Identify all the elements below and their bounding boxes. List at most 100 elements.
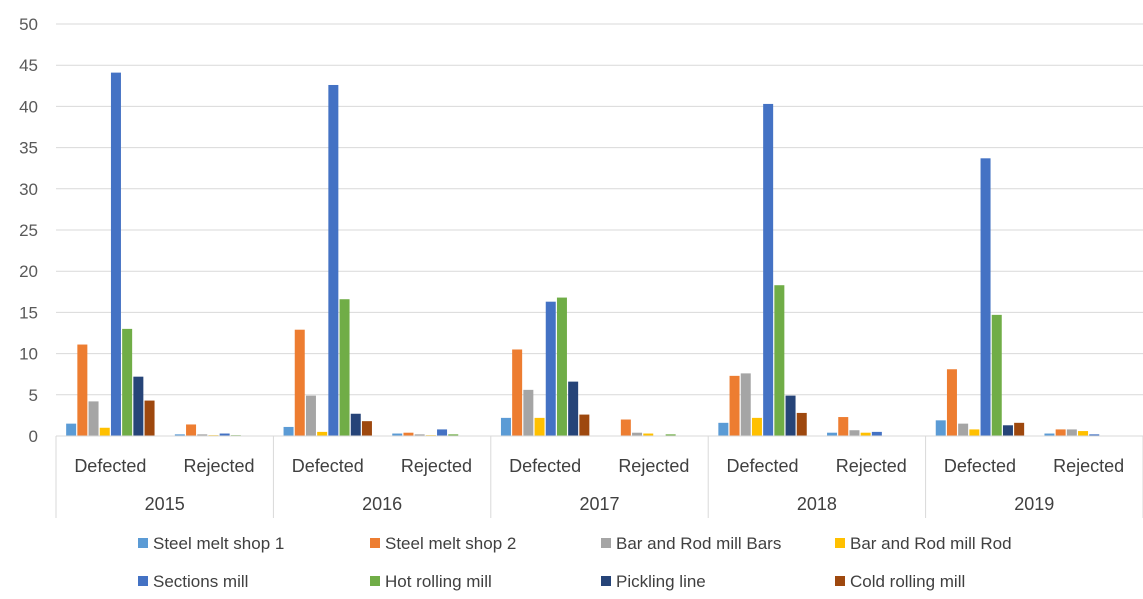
legend-label: Bar and Rod mill Rod xyxy=(850,534,1012,553)
bar xyxy=(860,432,871,436)
y-tick-label: 40 xyxy=(19,97,38,116)
bar xyxy=(1078,431,1089,436)
bar xyxy=(838,417,849,436)
bar xyxy=(545,301,556,436)
bar xyxy=(796,412,807,436)
bar xyxy=(328,84,339,436)
x-category-label: Defected xyxy=(509,456,581,476)
bar xyxy=(763,103,774,437)
legend: Steel melt shop 1 Steel melt shop 2 Bar an… xyxy=(138,534,1012,591)
x-group-label: 2017 xyxy=(579,494,619,514)
legend-item: Steel melt shop 2 xyxy=(370,534,516,553)
legend-swatch xyxy=(601,538,611,548)
bar xyxy=(1002,425,1013,436)
legend-label: Cold rolling mill xyxy=(850,572,965,591)
bar xyxy=(403,432,414,436)
x-category-label: Defected xyxy=(727,456,799,476)
legend-item: Steel melt shop 1 xyxy=(138,534,284,553)
bar xyxy=(1044,433,1055,436)
legend-item: Pickling line xyxy=(601,572,706,591)
bars xyxy=(66,72,1100,437)
bar xyxy=(99,427,110,436)
bar xyxy=(849,430,860,436)
bar xyxy=(283,426,294,436)
bar xyxy=(122,328,133,436)
bar xyxy=(1014,422,1025,436)
bar xyxy=(174,434,185,436)
bar xyxy=(294,329,305,436)
bar xyxy=(718,422,729,436)
legend-swatch xyxy=(601,576,611,586)
bar xyxy=(1055,429,1066,436)
bar xyxy=(729,375,740,436)
legend-label: Steel melt shop 1 xyxy=(153,534,284,553)
legend-swatch xyxy=(138,576,148,586)
bar xyxy=(643,433,654,436)
legend-swatch xyxy=(370,576,380,586)
bar xyxy=(935,420,946,436)
bar xyxy=(785,395,796,436)
bar xyxy=(523,389,534,436)
bar xyxy=(1089,434,1100,436)
bar xyxy=(665,434,676,436)
bar xyxy=(197,434,208,436)
y-tick-label: 35 xyxy=(19,139,38,158)
bar xyxy=(1066,429,1077,436)
x-category-label: Rejected xyxy=(1053,456,1124,476)
x-category-label: Rejected xyxy=(618,456,689,476)
legend-item: Bar and Rod mill Rod xyxy=(835,534,1012,553)
legend-label: Sections mill xyxy=(153,572,248,591)
legend-label: Steel melt shop 2 xyxy=(385,534,516,553)
x-category-label: Defected xyxy=(944,456,1016,476)
bar xyxy=(579,414,590,436)
legend-item: Cold rolling mill xyxy=(835,572,965,591)
legend-item: Hot rolling mill xyxy=(370,572,492,591)
y-axis-ticks: 0 5 10 15 20 25 30 35 40 45 50 xyxy=(19,15,38,446)
bar xyxy=(144,400,155,436)
bar xyxy=(305,395,316,436)
gridlines xyxy=(56,23,1143,437)
y-tick-label: 15 xyxy=(19,303,38,322)
legend-label: Pickling line xyxy=(616,572,706,591)
y-tick-label: 10 xyxy=(19,345,38,364)
bar xyxy=(632,432,643,436)
bar xyxy=(568,381,579,436)
bar xyxy=(556,297,567,436)
bar xyxy=(361,421,372,436)
legend-label: Hot rolling mill xyxy=(385,572,492,591)
bar xyxy=(414,434,425,436)
x-category-label: Defected xyxy=(292,456,364,476)
bar xyxy=(871,431,882,436)
bar xyxy=(317,431,328,436)
bar xyxy=(437,429,448,436)
bar xyxy=(350,413,361,436)
bar xyxy=(751,417,762,436)
legend-item: Bar and Rod mill Bars xyxy=(601,534,781,553)
legend-swatch xyxy=(138,538,148,548)
x-group-label: 2019 xyxy=(1014,494,1054,514)
x-category-label: Defected xyxy=(74,456,146,476)
bar xyxy=(958,423,969,436)
y-tick-label: 5 xyxy=(29,386,38,405)
y-tick-label: 25 xyxy=(19,221,38,240)
x-category-label: Rejected xyxy=(401,456,472,476)
bar xyxy=(339,299,350,436)
x-group-label: 2018 xyxy=(797,494,837,514)
bar xyxy=(392,433,403,436)
bar xyxy=(88,401,99,436)
bar xyxy=(620,419,631,436)
y-tick-label: 20 xyxy=(19,262,38,281)
x-category-label: Rejected xyxy=(184,456,255,476)
y-tick-label: 30 xyxy=(19,180,38,199)
x-group-label: 2015 xyxy=(145,494,185,514)
y-tick-label: 45 xyxy=(19,56,38,75)
legend-swatch xyxy=(835,576,845,586)
legend-label: Bar and Rod mill Bars xyxy=(616,534,781,553)
y-tick-label: 0 xyxy=(29,427,38,446)
x-axis: Defected Rejected Defected Rejected Defected… xyxy=(55,435,1143,518)
bar xyxy=(946,369,957,436)
bar xyxy=(500,417,511,436)
bar xyxy=(534,417,545,436)
legend-swatch xyxy=(370,538,380,548)
